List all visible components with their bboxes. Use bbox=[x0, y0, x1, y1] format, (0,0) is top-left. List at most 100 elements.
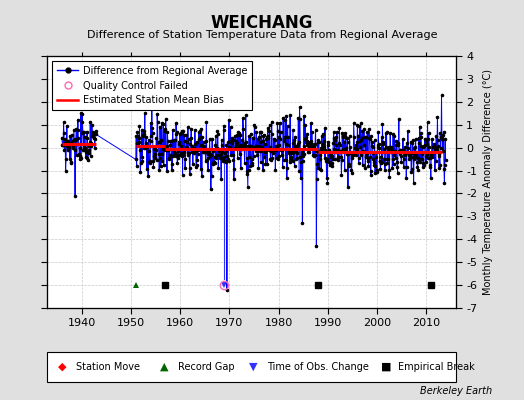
Point bbox=[217, 176, 225, 182]
Point bbox=[61, 140, 69, 146]
Point bbox=[184, 124, 192, 130]
Point bbox=[268, 130, 276, 137]
Point bbox=[363, 150, 371, 156]
Point bbox=[225, 144, 234, 150]
Point bbox=[196, 166, 205, 172]
Point bbox=[175, 140, 183, 147]
Point bbox=[334, 154, 342, 160]
Point bbox=[154, 139, 162, 145]
Point bbox=[288, 148, 296, 155]
Point bbox=[351, 144, 359, 151]
Point bbox=[237, 142, 245, 148]
Point bbox=[339, 134, 347, 141]
Point bbox=[276, 120, 284, 126]
Point bbox=[135, 134, 143, 141]
Point bbox=[328, 163, 336, 170]
Point bbox=[351, 150, 359, 156]
Point bbox=[60, 130, 68, 136]
Point bbox=[298, 149, 306, 156]
Point bbox=[243, 171, 251, 178]
Point bbox=[353, 122, 362, 129]
Point bbox=[227, 140, 236, 146]
Point bbox=[63, 122, 71, 129]
Point bbox=[291, 134, 299, 140]
Point bbox=[209, 160, 217, 167]
Point bbox=[381, 167, 389, 173]
Point bbox=[155, 167, 163, 173]
Point bbox=[369, 150, 378, 156]
Point bbox=[353, 145, 361, 152]
Point bbox=[264, 133, 272, 139]
Point bbox=[189, 145, 198, 151]
Point bbox=[373, 166, 381, 173]
Point bbox=[229, 137, 237, 143]
Point bbox=[275, 153, 283, 159]
Point bbox=[145, 159, 154, 166]
Point bbox=[138, 158, 147, 164]
Point bbox=[245, 133, 253, 140]
Point bbox=[62, 138, 71, 144]
Point bbox=[396, 151, 404, 157]
Point bbox=[216, 151, 225, 157]
Point bbox=[341, 130, 350, 136]
Point bbox=[392, 142, 400, 148]
Point bbox=[289, 158, 298, 165]
Point bbox=[297, 174, 305, 181]
Point bbox=[335, 154, 343, 160]
Point bbox=[143, 134, 151, 140]
Y-axis label: Monthly Temperature Anomaly Difference (°C): Monthly Temperature Anomaly Difference (… bbox=[483, 69, 493, 295]
Point bbox=[173, 160, 181, 167]
Point bbox=[228, 134, 236, 141]
Point bbox=[307, 145, 315, 152]
Point bbox=[183, 144, 191, 151]
Point bbox=[383, 156, 391, 162]
Point bbox=[178, 128, 187, 134]
Point bbox=[322, 175, 331, 181]
Point bbox=[242, 112, 250, 119]
Point bbox=[407, 166, 416, 172]
Point bbox=[335, 125, 344, 131]
Point bbox=[170, 137, 178, 143]
Point bbox=[90, 130, 98, 136]
Point bbox=[358, 135, 366, 141]
Point bbox=[396, 147, 405, 153]
Point bbox=[143, 144, 151, 150]
Point bbox=[435, 153, 444, 160]
Point bbox=[342, 144, 350, 151]
Point bbox=[237, 144, 246, 150]
Point bbox=[234, 129, 243, 136]
Point bbox=[293, 142, 302, 149]
Point bbox=[284, 141, 292, 148]
Point bbox=[259, 131, 268, 138]
Point bbox=[326, 162, 334, 168]
Point bbox=[417, 134, 425, 140]
Point bbox=[250, 122, 258, 129]
Point bbox=[363, 128, 372, 135]
Point bbox=[286, 159, 294, 165]
Point bbox=[331, 156, 339, 162]
Point bbox=[85, 139, 94, 145]
Point bbox=[395, 116, 403, 122]
Point bbox=[429, 149, 437, 155]
Point bbox=[91, 136, 100, 142]
Point bbox=[324, 159, 333, 165]
Point bbox=[249, 152, 258, 159]
Point bbox=[310, 143, 318, 149]
Point bbox=[413, 164, 421, 170]
Point bbox=[160, 126, 169, 132]
Point bbox=[205, 147, 213, 153]
Point bbox=[72, 137, 80, 143]
Legend: Difference from Regional Average, Quality Control Failed, Estimated Station Mean: Difference from Regional Average, Qualit… bbox=[52, 61, 253, 110]
Point bbox=[78, 118, 86, 125]
Point bbox=[271, 137, 279, 143]
Point bbox=[247, 160, 256, 166]
Point bbox=[221, 150, 230, 156]
Point bbox=[305, 149, 313, 155]
Point bbox=[291, 142, 300, 149]
Point bbox=[80, 144, 88, 150]
Point bbox=[193, 151, 202, 158]
Point bbox=[367, 133, 376, 140]
Point bbox=[79, 147, 88, 153]
Point bbox=[249, 134, 257, 141]
Point bbox=[172, 129, 181, 136]
